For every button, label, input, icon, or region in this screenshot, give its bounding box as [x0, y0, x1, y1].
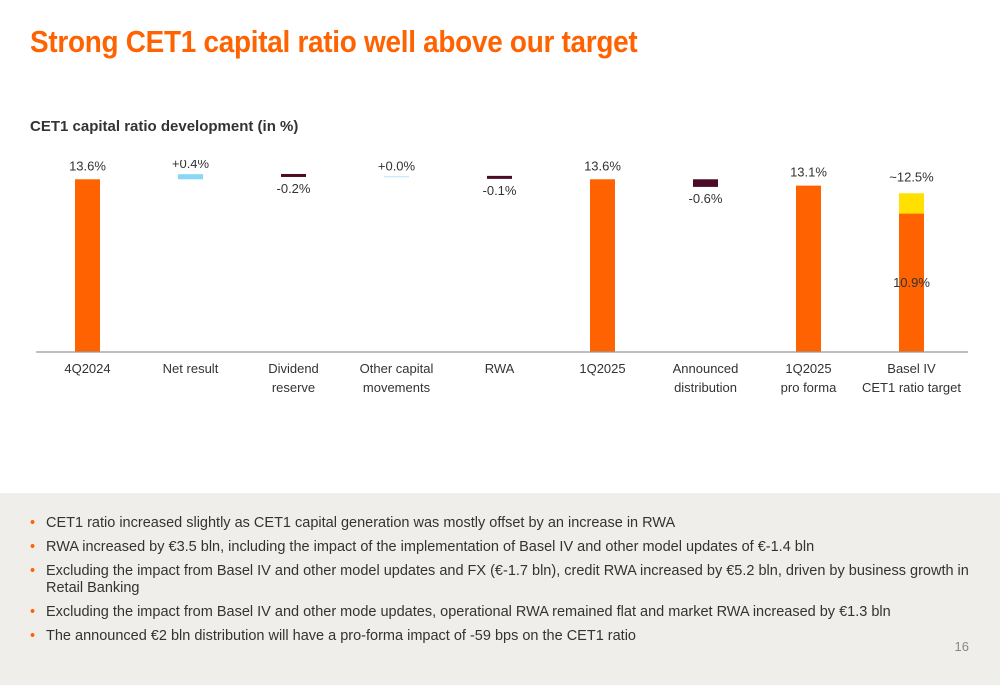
category-label: Dividend: [268, 361, 319, 376]
bar-increase: [384, 176, 409, 178]
bullet-item: Excluding the impact from Basel IV and o…: [30, 563, 970, 597]
data-label: +0.4%: [172, 160, 210, 171]
category-label: 4Q2024: [64, 361, 110, 376]
bullet-item: CET1 ratio increased slightly as CET1 ca…: [30, 515, 970, 532]
bullet-item: RWA increased by €3.5 bln, including the…: [30, 539, 970, 556]
bar-total: [75, 179, 100, 352]
commentary-list: CET1 ratio increased slightly as CET1 ca…: [30, 515, 970, 652]
page-title: Strong CET1 capital ratio well above our…: [30, 24, 638, 59]
data-label: ~12.5%: [889, 169, 934, 184]
data-label: -0.6%: [689, 191, 723, 206]
bullet-item: The announced €2 bln distribution will h…: [30, 628, 970, 645]
category-label: RWA: [485, 361, 515, 376]
page-number: 16: [954, 639, 969, 654]
data-label: +0.0%: [378, 160, 416, 173]
data-label: 13.6%: [69, 160, 106, 173]
category-label: 1Q2025: [579, 361, 625, 376]
bar-decrease: [281, 173, 306, 177]
category-label: pro forma: [781, 380, 837, 395]
category-label: Other capital: [360, 361, 434, 376]
bar-decrease: [693, 179, 718, 187]
data-label: -0.1%: [483, 183, 517, 198]
chart-subtitle: CET1 capital ratio development (in %): [30, 118, 299, 135]
category-label: distribution: [674, 380, 737, 395]
category-label: reserve: [272, 380, 315, 395]
category-label: Net result: [163, 361, 219, 376]
category-label: Announced: [673, 361, 739, 376]
category-label: movements: [363, 380, 431, 395]
bar-increase: [178, 174, 203, 180]
cet1-waterfall-chart: 13.6% 4Q2024 +0.4% Net result -0.2% Dividend r…: [36, 160, 968, 395]
category-label: CET1 ratio target: [862, 380, 961, 395]
bar-decrease: [487, 175, 512, 179]
bar-total: [590, 179, 615, 352]
data-label: -0.2%: [277, 181, 311, 196]
category-label: Basel IV: [887, 361, 936, 376]
bullet-item: Excluding the impact from Basel IV and o…: [30, 604, 970, 621]
category-label: 1Q2025: [785, 361, 831, 376]
bar-stack-base: [899, 213, 924, 352]
bar-stack-top: [899, 193, 924, 214]
data-label: 13.6%: [584, 160, 621, 173]
data-label: 13.1%: [790, 165, 827, 180]
bar-total: [796, 185, 821, 352]
commentary-panel: CET1 ratio increased slightly as CET1 ca…: [0, 493, 1000, 685]
data-label-inside: 10.9%: [893, 275, 930, 290]
